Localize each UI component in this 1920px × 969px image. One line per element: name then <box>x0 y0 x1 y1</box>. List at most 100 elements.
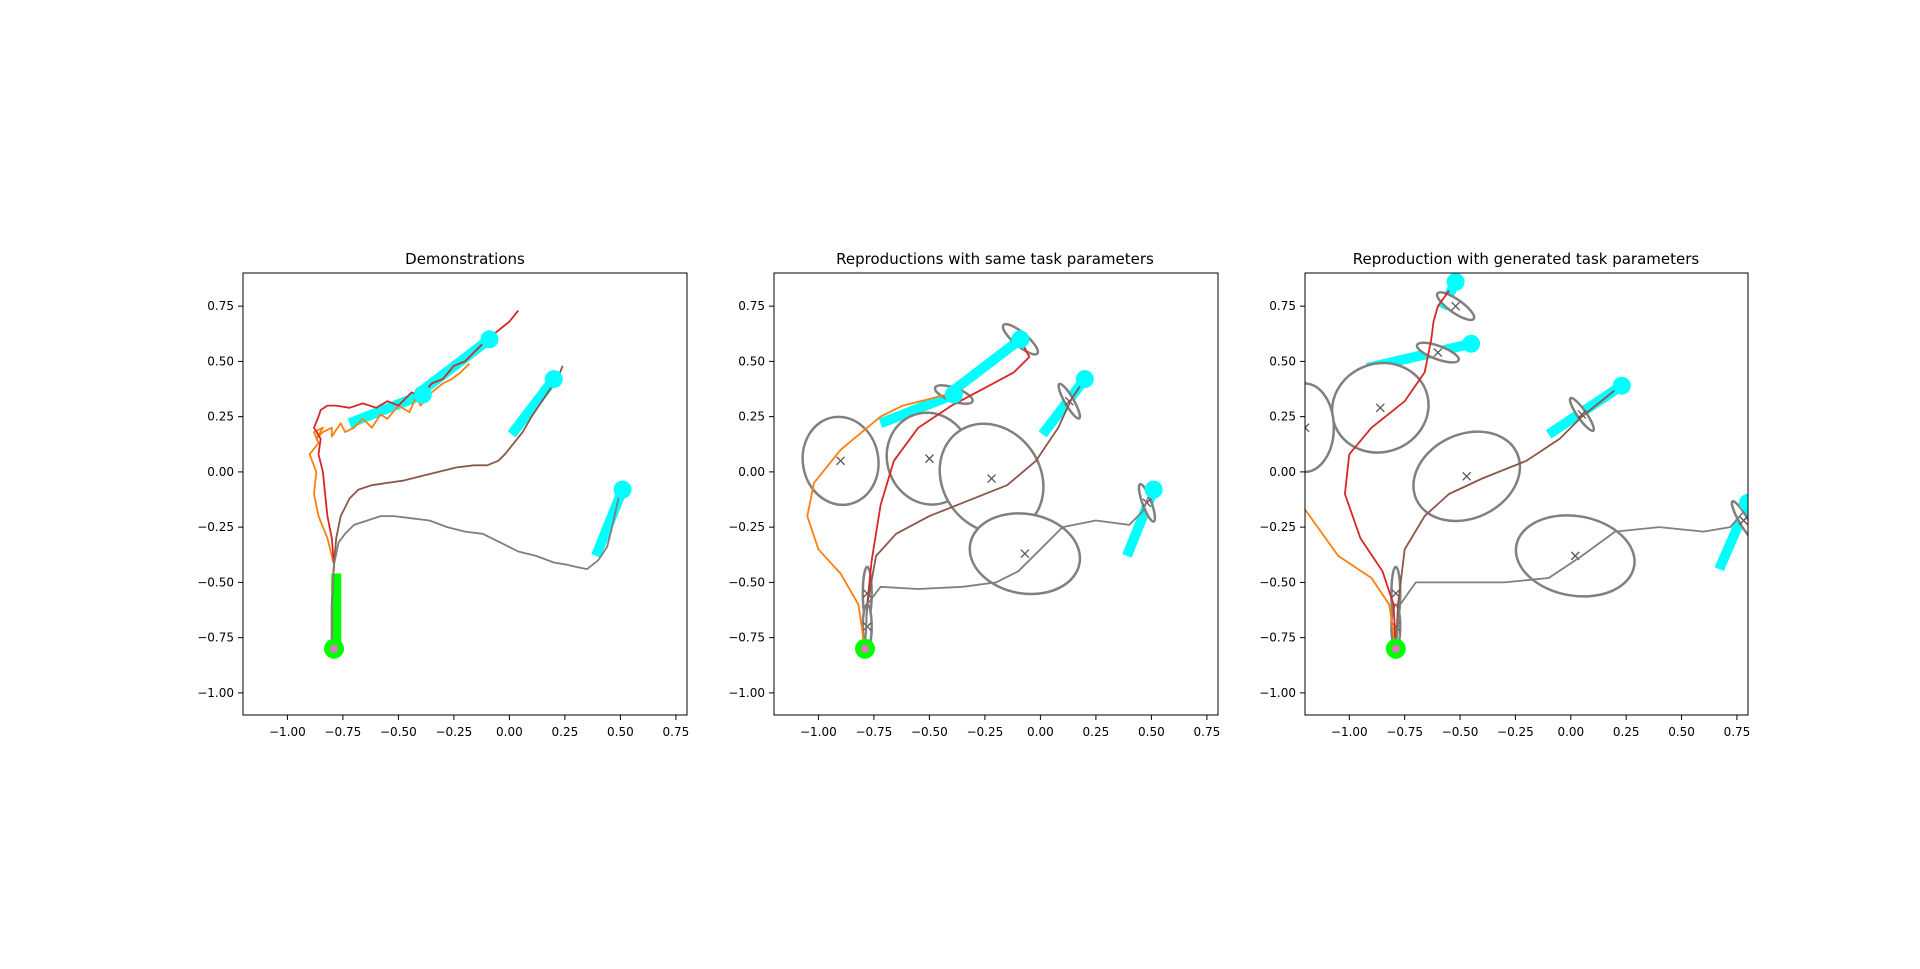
x-tick-label: 0.00 <box>1557 725 1584 739</box>
y-tick-label: −0.75 <box>197 631 234 645</box>
x-tick-label: 0.25 <box>1083 725 1110 739</box>
y-tick-label: −0.50 <box>728 575 765 589</box>
y-tick-label: 0.75 <box>738 299 765 313</box>
y-tick-label: 0.00 <box>207 465 234 479</box>
gaussian-center-marker <box>924 454 934 464</box>
series-line <box>864 489 1153 649</box>
y-tick-label: 0.00 <box>738 465 765 479</box>
x-tick-label: −1.00 <box>1331 725 1368 739</box>
panel-demonstrations: Demonstrations −1.00 −1.00 −0.75 −0.75 −0.50… <box>197 250 689 739</box>
y-tick-label: 0.50 <box>207 354 234 368</box>
gaussian-center-marker <box>1451 301 1461 311</box>
gaussian-center-marker <box>1462 471 1472 481</box>
y-tick-label: −0.75 <box>1259 631 1296 645</box>
target-bar <box>347 389 425 428</box>
target-marker <box>544 370 563 389</box>
gaussian-ellipse <box>1305 382 1336 474</box>
y-tick-label: 0.25 <box>1269 410 1296 424</box>
target-marker <box>1739 493 1748 512</box>
target-marker <box>1075 370 1094 389</box>
target-bar <box>878 389 956 428</box>
series-line <box>1344 290 1450 649</box>
x-tick-label: 0.50 <box>1138 725 1165 739</box>
y-tick-label: −0.25 <box>728 520 765 534</box>
series-line <box>1394 389 1616 649</box>
target-marker <box>413 385 432 404</box>
series-line <box>1394 511 1745 649</box>
axes-frame <box>242 272 688 716</box>
x-tick-label: −0.50 <box>911 725 948 739</box>
x-tick-label: −1.00 <box>269 725 306 739</box>
x-tick-label: −0.25 <box>967 725 1004 739</box>
start-inner-marker <box>861 644 870 653</box>
series-line <box>1305 508 1397 649</box>
x-tick-label: 0.50 <box>607 725 634 739</box>
series-line <box>313 310 519 645</box>
y-tick-label: −0.50 <box>197 575 234 589</box>
x-tick-label: 0.25 <box>552 725 579 739</box>
x-tick-label: −0.75 <box>325 725 362 739</box>
target-marker <box>1144 480 1163 499</box>
x-tick-label: 0.50 <box>1668 725 1695 739</box>
start-inner-marker <box>1391 644 1400 653</box>
y-tick-label: −1.00 <box>1259 686 1296 700</box>
x-tick-label: −1.00 <box>800 725 837 739</box>
x-tick-label: −0.75 <box>1386 725 1423 739</box>
y-tick-label: 0.75 <box>1269 299 1296 313</box>
y-tick-label: −0.25 <box>1259 520 1296 534</box>
target-marker <box>613 480 632 499</box>
gaussian-center-marker <box>862 622 872 632</box>
x-tick-label: −0.75 <box>856 725 893 739</box>
y-tick-label: −1.00 <box>728 686 765 700</box>
gaussian-center-marker <box>1433 348 1443 358</box>
target-marker <box>1446 273 1465 291</box>
target-marker <box>1612 376 1631 395</box>
y-tick-label: −1.00 <box>197 686 234 700</box>
plot-area <box>1305 273 1748 659</box>
y-tick-label: −0.75 <box>728 631 765 645</box>
y-tick-label: 0.50 <box>738 354 765 368</box>
y-tick-label: 0.25 <box>207 410 234 424</box>
series-line <box>864 378 1086 649</box>
series-line <box>308 362 471 645</box>
x-tick-label: −0.50 <box>380 725 417 739</box>
x-tick-label: 0.00 <box>1027 725 1054 739</box>
start-inner-marker <box>330 644 339 653</box>
x-tick-label: 0.25 <box>1613 725 1640 739</box>
x-tick-label: −0.25 <box>1497 725 1534 739</box>
gaussian-center-marker <box>1375 403 1385 413</box>
target-marker <box>1011 330 1030 349</box>
panel-title: Reproduction with generated task paramet… <box>1353 250 1700 268</box>
y-tick-label: 0.75 <box>207 299 234 313</box>
x-tick-label: 0.75 <box>1194 725 1221 739</box>
series-line <box>864 338 1031 649</box>
gaussian-center-marker <box>1577 409 1587 419</box>
panel-reproductions-same: Reproductions with same task parameters … <box>728 250 1220 739</box>
x-tick-label: 0.75 <box>663 725 690 739</box>
series-line <box>806 393 954 649</box>
panel-title: Reproductions with same task parameters <box>836 250 1154 268</box>
target-marker <box>944 385 963 404</box>
axes-frame <box>773 272 1219 716</box>
y-tick-label: 0.50 <box>1269 354 1296 368</box>
plot-area <box>308 310 632 659</box>
plot-area <box>801 322 1163 659</box>
target-bar <box>950 335 1024 395</box>
y-tick-label: 0.25 <box>738 410 765 424</box>
y-tick-label: −0.25 <box>197 520 234 534</box>
x-tick-label: 0.75 <box>1724 725 1751 739</box>
gaussian-center-marker <box>987 474 997 483</box>
series-line <box>330 489 622 645</box>
target-bar <box>507 376 558 438</box>
gaussian-center-marker <box>1739 516 1748 525</box>
axes-frame <box>1304 272 1749 716</box>
x-tick-label: 0.00 <box>496 725 523 739</box>
y-tick-label: −0.50 <box>1259 575 1296 589</box>
y-tick-label: 0.00 <box>1269 465 1296 479</box>
x-tick-label: −0.50 <box>1442 725 1479 739</box>
panel-reproduction-generated: Reproduction with generated task paramet… <box>1259 250 1751 739</box>
gaussian-center-marker <box>1020 549 1030 559</box>
target-marker <box>1462 334 1481 353</box>
gaussian-center-marker <box>1305 423 1310 433</box>
